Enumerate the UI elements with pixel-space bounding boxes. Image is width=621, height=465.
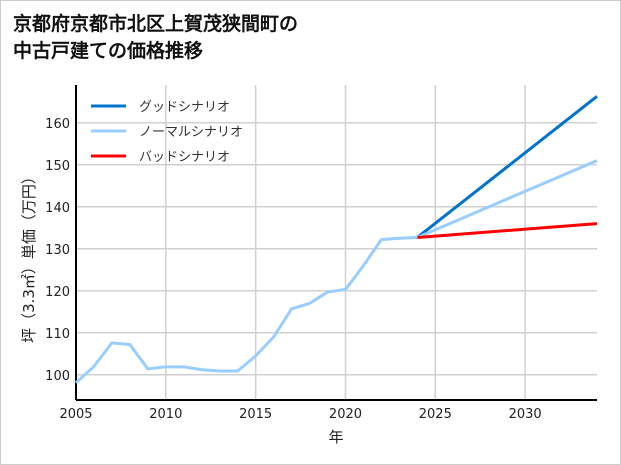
chart-title: 京都府京都市北区上賀茂狭間町の 中古戸建ての価格推移 <box>13 13 299 62</box>
y-tick-label: 160 <box>45 117 70 132</box>
x-tick-label: 2005 <box>59 407 92 422</box>
legend-label: グッドシナリオ <box>139 100 230 115</box>
series-line-2 <box>417 222 598 239</box>
history-line <box>74 235 418 384</box>
x-tick-label: 2010 <box>149 407 182 422</box>
y-tick-label: 120 <box>45 285 70 300</box>
y-tick-label: 140 <box>45 201 70 216</box>
y-axis-label: 坪（3.3㎡）単価（万円） <box>20 169 38 343</box>
y-tick-label: 110 <box>45 327 70 342</box>
x-axis-label: 年 <box>328 428 343 446</box>
x-tick-label: 2015 <box>239 407 272 422</box>
x-tick-label: 2025 <box>419 407 452 422</box>
y-tick-label: 150 <box>45 159 70 174</box>
y-tick-label: 100 <box>45 369 70 384</box>
series-line-0 <box>416 95 598 239</box>
x-tick-label: 2030 <box>509 407 542 422</box>
y-tick-label: 130 <box>45 243 70 258</box>
series-line-1 <box>416 159 598 239</box>
legend-label: バッドシナリオ <box>139 150 230 165</box>
x-tick-label: 2020 <box>329 407 362 422</box>
legend-label: ノーマルシナリオ <box>139 125 243 140</box>
